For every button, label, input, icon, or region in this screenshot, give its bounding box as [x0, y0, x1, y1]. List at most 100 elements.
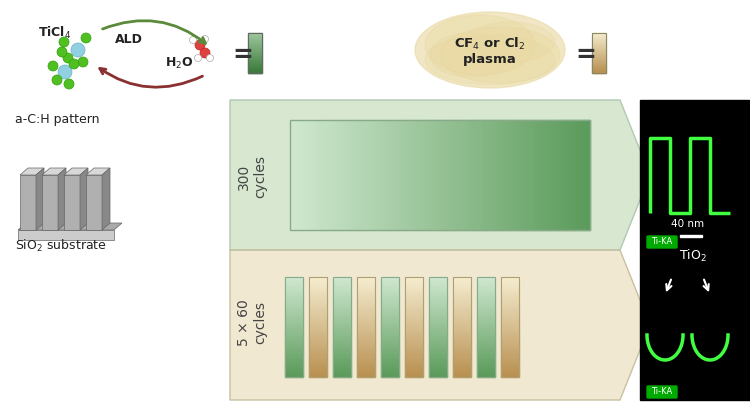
Bar — [357, 333, 375, 334]
Bar — [285, 294, 303, 295]
Bar — [429, 298, 447, 299]
Bar — [357, 344, 375, 345]
Bar — [333, 367, 351, 368]
Bar — [429, 288, 447, 289]
Bar — [20, 175, 36, 230]
Bar — [333, 372, 351, 373]
Bar — [333, 312, 351, 313]
Bar — [477, 344, 495, 345]
Bar — [477, 321, 495, 322]
Bar — [429, 296, 447, 297]
Bar — [563, 120, 566, 230]
Bar — [501, 284, 519, 285]
Bar — [381, 373, 399, 374]
Bar — [405, 335, 423, 336]
Bar — [357, 371, 375, 372]
Bar — [477, 277, 495, 377]
Bar — [381, 320, 399, 321]
Bar — [381, 330, 399, 331]
Bar — [381, 356, 399, 357]
Bar — [477, 362, 495, 363]
Bar — [524, 120, 527, 230]
Bar — [429, 351, 447, 352]
Bar — [429, 282, 447, 283]
Bar — [501, 341, 519, 342]
Bar — [405, 318, 423, 319]
Bar — [429, 277, 447, 278]
Bar — [501, 336, 519, 337]
Bar — [317, 120, 320, 230]
Bar — [333, 294, 351, 295]
Bar — [453, 280, 471, 281]
Bar — [405, 346, 423, 347]
Bar — [381, 293, 399, 294]
Bar — [405, 315, 423, 316]
Bar — [453, 343, 471, 344]
Bar — [477, 342, 495, 343]
Bar — [357, 364, 375, 365]
Bar — [501, 305, 519, 306]
Bar — [501, 323, 519, 324]
Bar — [381, 363, 399, 364]
Bar — [429, 312, 447, 313]
Bar — [458, 120, 461, 230]
Bar — [453, 323, 471, 324]
Bar — [453, 294, 471, 295]
Ellipse shape — [425, 35, 555, 85]
Bar — [386, 120, 389, 230]
Bar — [381, 374, 399, 375]
Polygon shape — [230, 250, 650, 400]
Bar — [357, 283, 375, 284]
Bar — [357, 300, 375, 301]
Bar — [429, 317, 447, 318]
Bar — [357, 303, 375, 304]
Bar — [416, 120, 419, 230]
Bar — [333, 370, 351, 371]
Bar — [429, 348, 447, 349]
Text: H$_2$O: H$_2$O — [165, 56, 194, 71]
Bar — [362, 120, 365, 230]
Bar — [309, 366, 327, 367]
Bar — [357, 376, 375, 377]
Bar — [405, 373, 423, 374]
Bar — [405, 283, 423, 284]
Bar — [381, 314, 399, 315]
Bar — [357, 356, 375, 357]
Bar — [405, 284, 423, 285]
Bar — [285, 346, 303, 347]
Bar — [405, 304, 423, 305]
Bar — [285, 311, 303, 312]
Bar — [333, 290, 351, 291]
Bar — [453, 309, 471, 310]
Bar — [381, 327, 399, 328]
Bar — [477, 345, 495, 346]
Bar — [429, 333, 447, 334]
Bar — [333, 324, 351, 325]
Bar — [477, 375, 495, 376]
Bar — [333, 299, 351, 300]
Bar — [285, 306, 303, 307]
Bar — [501, 350, 519, 351]
Bar — [285, 310, 303, 311]
Bar — [333, 358, 351, 359]
Bar — [309, 306, 327, 307]
Bar — [357, 326, 375, 327]
Bar — [381, 375, 399, 376]
Bar — [357, 321, 375, 322]
Bar — [381, 311, 399, 312]
Bar — [477, 304, 495, 305]
Bar — [353, 120, 356, 230]
Bar — [405, 294, 423, 295]
Bar — [477, 318, 495, 319]
Bar — [501, 364, 519, 365]
Bar — [501, 322, 519, 323]
Bar — [309, 352, 327, 353]
Bar — [357, 277, 375, 278]
Bar — [405, 354, 423, 355]
Bar — [477, 358, 495, 359]
Bar — [285, 340, 303, 341]
Bar — [501, 321, 519, 322]
Bar — [453, 350, 471, 351]
Bar — [477, 341, 495, 342]
Bar — [477, 334, 495, 335]
